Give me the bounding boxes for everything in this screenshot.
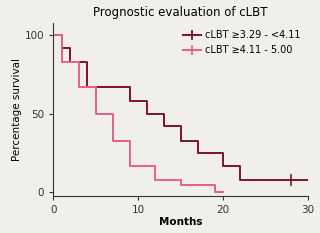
X-axis label: Months: Months	[159, 217, 202, 227]
Title: Prognostic evaluation of cLBT: Prognostic evaluation of cLBT	[93, 6, 268, 19]
Legend: cLBT ≥3.29 - <4.11, cLBT ≥4.11 - 5.00: cLBT ≥3.29 - <4.11, cLBT ≥4.11 - 5.00	[180, 27, 303, 58]
Y-axis label: Percentage survival: Percentage survival	[12, 58, 22, 161]
